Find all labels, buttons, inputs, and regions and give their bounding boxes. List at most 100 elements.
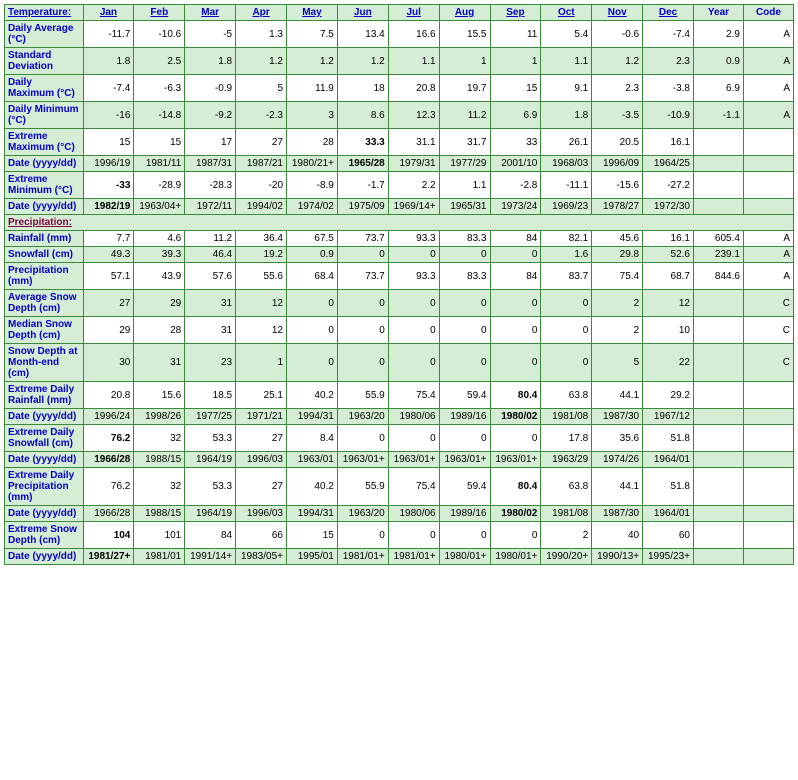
cell: -15.6 [592, 172, 643, 199]
cell: 1963/01+ [337, 452, 388, 468]
cell: 1996/03 [236, 506, 287, 522]
month-link-nov[interactable]: Nov [608, 7, 627, 18]
cell: 1964/25 [643, 156, 694, 172]
cell [743, 129, 793, 156]
cell: 84 [185, 522, 236, 549]
table-row: Average Snow Depth (cm)27293112000000212… [5, 290, 794, 317]
cell: 0 [541, 317, 592, 344]
cell: 55.6 [236, 263, 287, 290]
temperature-link[interactable]: Temperature: [8, 7, 71, 18]
cell [694, 452, 744, 468]
cell: 63.8 [541, 382, 592, 409]
cell [743, 452, 793, 468]
cell: 60 [643, 522, 694, 549]
cell: -16 [83, 102, 134, 129]
cell: 0 [337, 344, 388, 382]
row-label: Snow Depth at Month-end (cm) [5, 344, 84, 382]
table-row: Extreme Minimum (°C)-33-28.9-28.3-20-8.9… [5, 172, 794, 199]
cell: 52.6 [643, 247, 694, 263]
col-header-feb: Feb [134, 5, 185, 21]
cell: 33 [490, 129, 541, 156]
cell: 32 [134, 425, 185, 452]
cell: 1963/01 [287, 452, 338, 468]
cell: 15.6 [134, 382, 185, 409]
month-link-dec[interactable]: Dec [659, 7, 677, 18]
cell [743, 156, 793, 172]
month-link-jan[interactable]: Jan [100, 7, 117, 18]
cell: -11.1 [541, 172, 592, 199]
cell: 1.1 [439, 172, 490, 199]
cell: -6.3 [134, 75, 185, 102]
cell: 1987/30 [592, 409, 643, 425]
col-header-apr: Apr [236, 5, 287, 21]
cell: 36.4 [236, 231, 287, 247]
cell: 59.4 [439, 468, 490, 506]
month-link-jun[interactable]: Jun [354, 7, 372, 18]
cell: 1.2 [287, 48, 338, 75]
cell: 31 [134, 344, 185, 382]
row-label: Date (yyyy/dd) [5, 156, 84, 172]
month-link-may[interactable]: May [302, 7, 321, 18]
cell: 80.4 [490, 468, 541, 506]
cell: 1.2 [592, 48, 643, 75]
cell [694, 382, 744, 409]
cell: 0.9 [287, 247, 338, 263]
month-link-mar[interactable]: Mar [201, 7, 219, 18]
cell: 1987/30 [592, 506, 643, 522]
month-link-oct[interactable]: Oct [558, 7, 575, 18]
cell: 1991/14+ [185, 549, 236, 565]
cell: 11.2 [185, 231, 236, 247]
month-link-feb[interactable]: Feb [150, 7, 168, 18]
cell [743, 425, 793, 452]
month-link-aug[interactable]: Aug [455, 7, 474, 18]
cell [694, 468, 744, 506]
cell: 1981/11 [134, 156, 185, 172]
cell: 1963/29 [541, 452, 592, 468]
cell: 1967/12 [643, 409, 694, 425]
cell: 76.2 [83, 425, 134, 452]
cell: 55.9 [337, 382, 388, 409]
cell: 44.1 [592, 468, 643, 506]
cell: 57.6 [185, 263, 236, 290]
row-label: Extreme Maximum (°C) [5, 129, 84, 156]
row-label: Standard Deviation [5, 48, 84, 75]
cell: 2.3 [592, 75, 643, 102]
cell: 1969/14+ [388, 199, 439, 215]
month-link-sep[interactable]: Sep [506, 7, 524, 18]
cell: -14.8 [134, 102, 185, 129]
row-label: Snowfall (cm) [5, 247, 84, 263]
cell: 83.3 [439, 231, 490, 247]
cell: A [743, 263, 793, 290]
cell: 75.4 [388, 382, 439, 409]
table-row: Daily Maximum (°C)-7.4-6.3-0.9511.91820.… [5, 75, 794, 102]
cell: 68.7 [643, 263, 694, 290]
cell [694, 506, 744, 522]
month-link-apr[interactable]: Apr [252, 7, 269, 18]
row-label: Average Snow Depth (cm) [5, 290, 84, 317]
cell: 17.8 [541, 425, 592, 452]
cell: 6.9 [694, 75, 744, 102]
row-label: Rainfall (mm) [5, 231, 84, 247]
cell: 1996/24 [83, 409, 134, 425]
col-header-oct: Oct [541, 5, 592, 21]
table-row: Median Snow Depth (cm)29283112000000210C [5, 317, 794, 344]
section-title: Precipitation: [5, 215, 794, 231]
row-label: Date (yyyy/dd) [5, 199, 84, 215]
header-row: Temperature: Jan Feb Mar Apr May Jun Jul Aug Sep O… [5, 5, 794, 21]
cell: 22 [643, 344, 694, 382]
cell [743, 172, 793, 199]
cell: 53.3 [185, 468, 236, 506]
table-row: Daily Average (°C)-11.7-10.6-51.37.513.4… [5, 21, 794, 48]
month-link-jul[interactable]: Jul [406, 7, 420, 18]
col-header-may: May [287, 5, 338, 21]
cell: 1987/31 [185, 156, 236, 172]
cell: 0 [439, 247, 490, 263]
cell: 0 [337, 425, 388, 452]
cell [694, 129, 744, 156]
cell: 1963/01+ [439, 452, 490, 468]
cell: C [743, 290, 793, 317]
cell: 16.1 [643, 231, 694, 247]
cell: 1968/03 [541, 156, 592, 172]
cell: 1966/28 [83, 506, 134, 522]
cell: 1 [439, 48, 490, 75]
